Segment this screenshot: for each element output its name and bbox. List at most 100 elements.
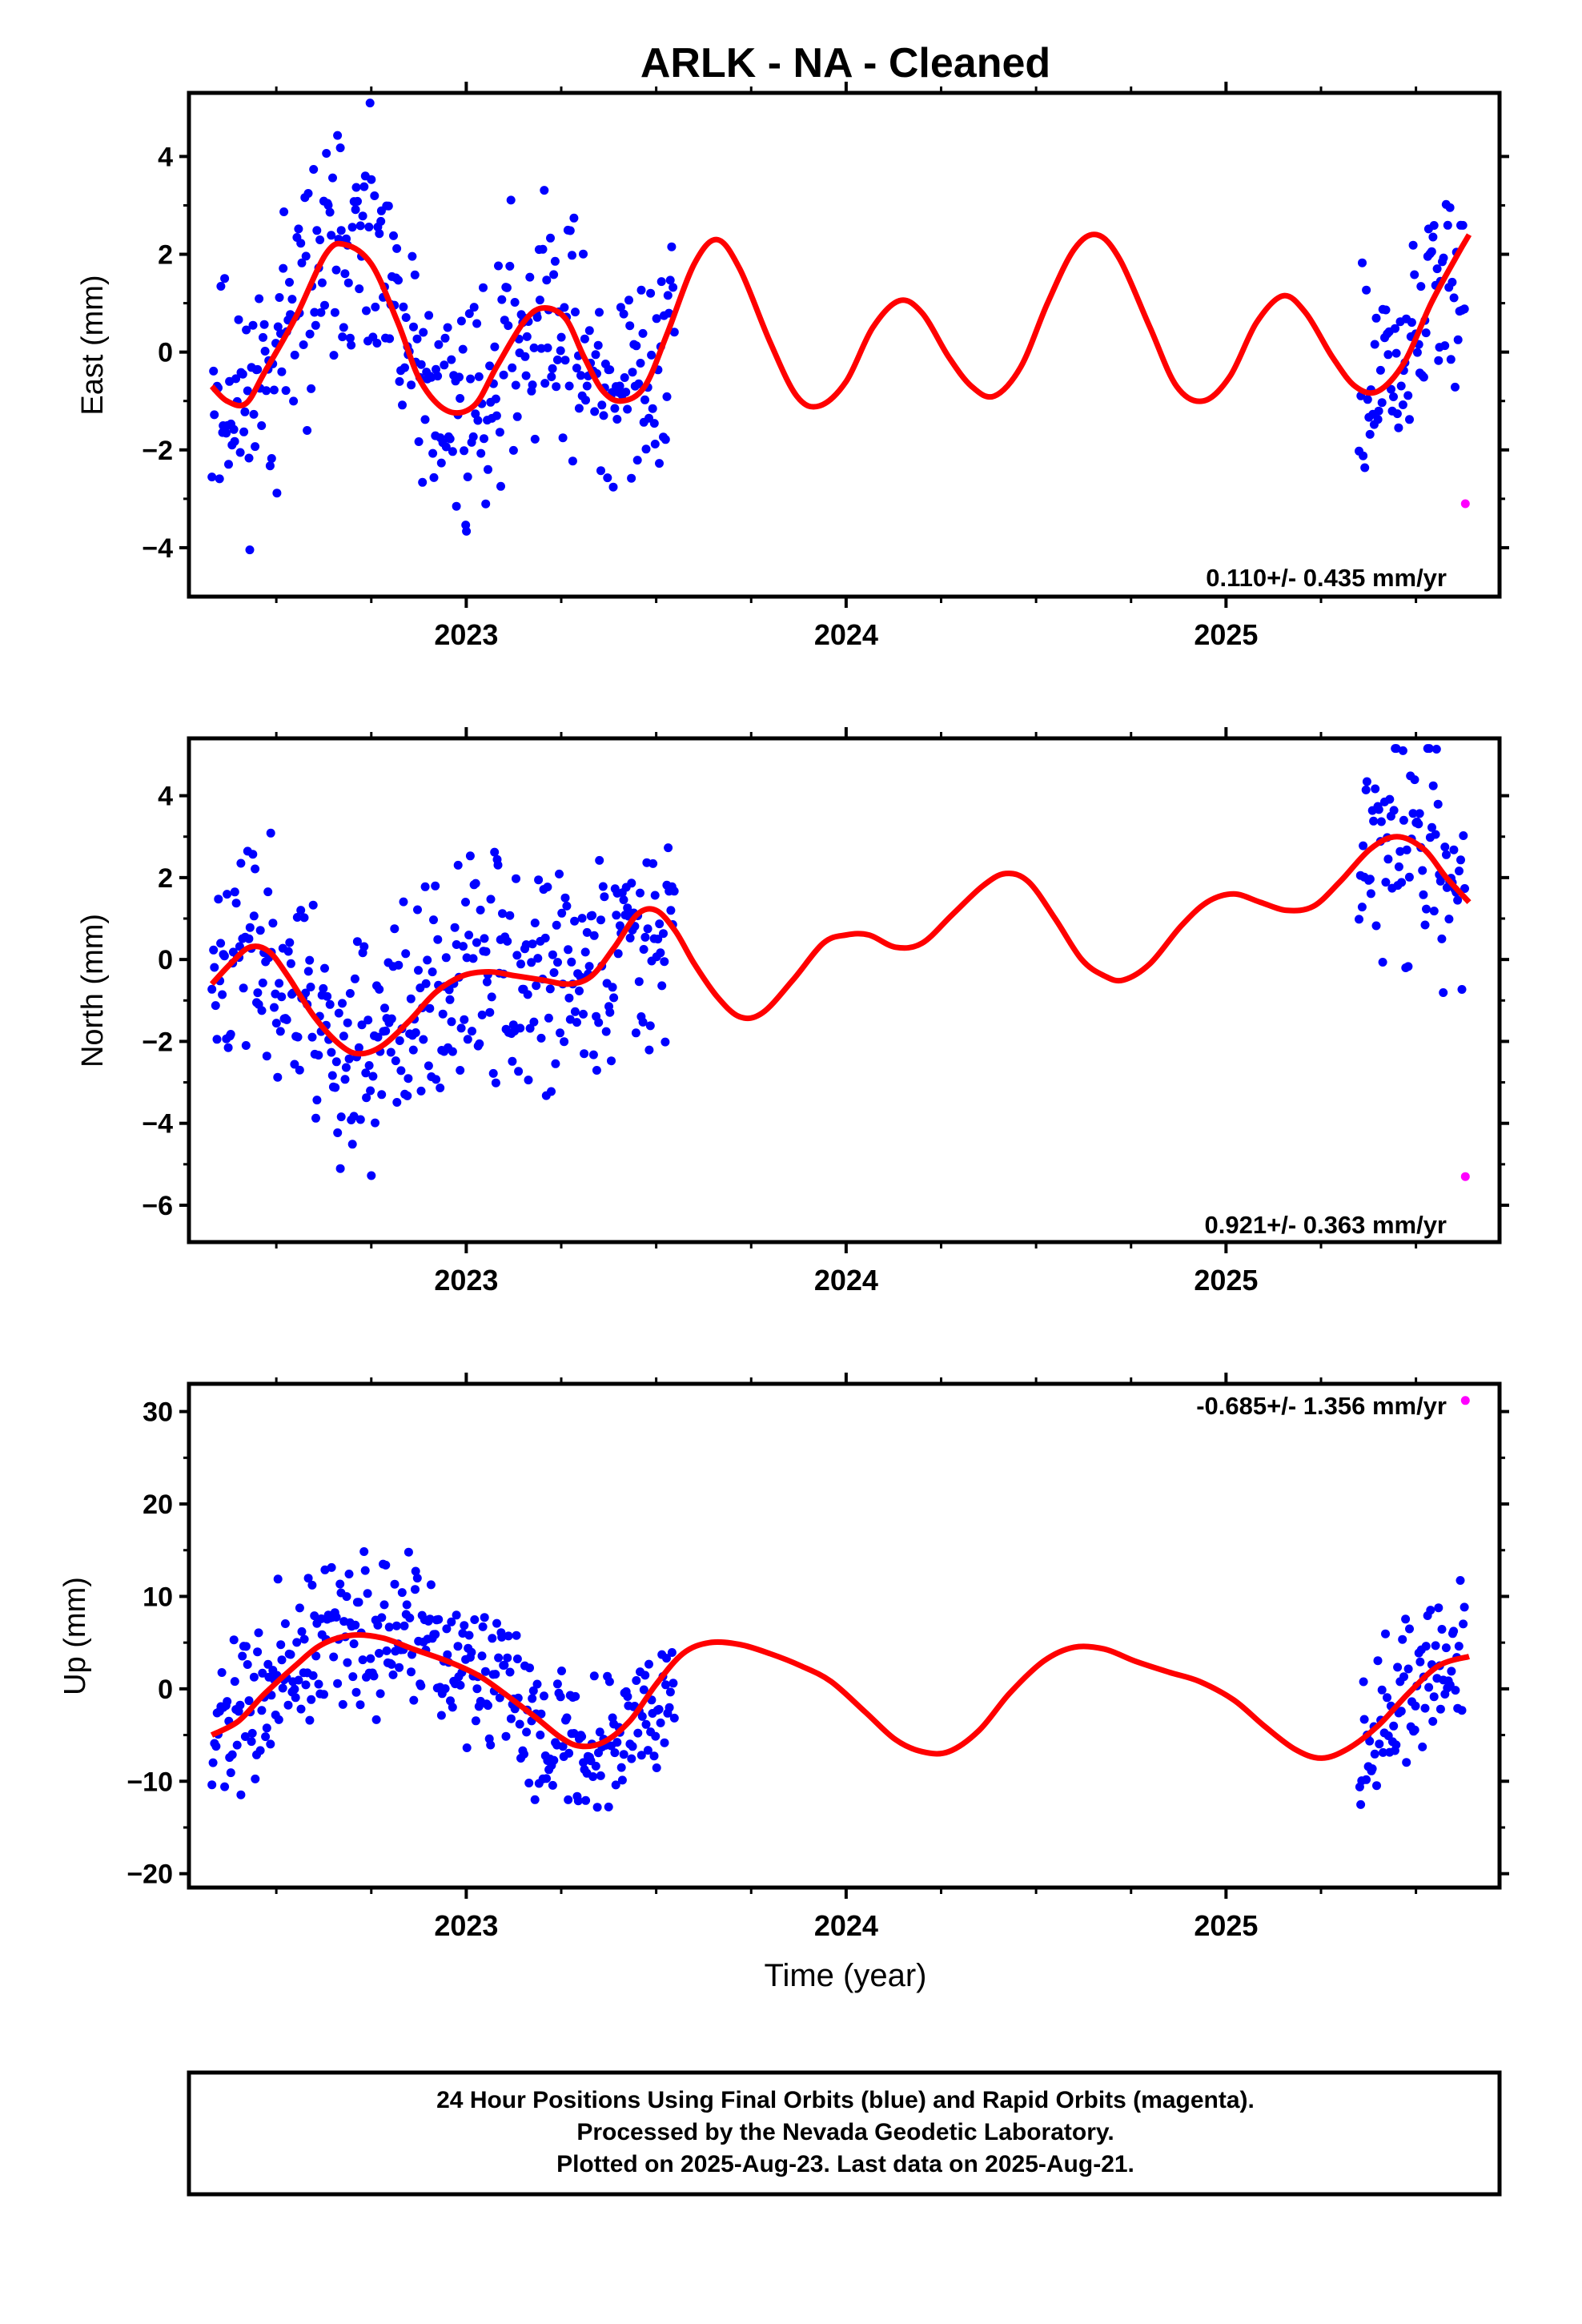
north-final-point xyxy=(530,919,540,927)
up-final-point xyxy=(611,1780,620,1790)
up-final-point xyxy=(632,1676,641,1685)
east-final-point xyxy=(265,461,275,471)
north-final-point xyxy=(293,1032,303,1042)
up-final-point xyxy=(307,1695,316,1704)
east-final-point xyxy=(376,216,386,226)
north-final-point xyxy=(245,923,255,932)
east-final-point xyxy=(1398,400,1407,409)
up-final-point xyxy=(478,1622,488,1631)
north-final-point xyxy=(431,881,440,891)
up-final-point xyxy=(1447,1667,1456,1676)
east-final-point xyxy=(1374,406,1383,416)
north-final-point xyxy=(226,1030,235,1039)
east-final-point xyxy=(279,207,289,216)
up-final-point xyxy=(375,1649,383,1658)
east-final-point xyxy=(409,322,418,332)
up-final-point xyxy=(1429,1692,1439,1702)
north-final-point xyxy=(549,968,559,977)
up-final-point xyxy=(1362,1775,1371,1784)
up-final-point xyxy=(616,1763,626,1772)
north-final-point xyxy=(275,979,284,988)
north-final-point xyxy=(411,1028,420,1037)
east-final-point xyxy=(1440,341,1450,351)
east-final-point xyxy=(568,456,577,466)
east-plot-frame xyxy=(187,90,1502,599)
east-final-point xyxy=(248,320,258,330)
up-final-point xyxy=(524,1779,534,1787)
figure-title: ARLK - NA - Cleaned xyxy=(640,40,1050,86)
east-final-point xyxy=(625,321,635,331)
north-final-point xyxy=(592,1066,601,1075)
east-final-point xyxy=(1370,340,1379,349)
east-final-point xyxy=(322,149,331,158)
north-final-point xyxy=(1366,889,1375,899)
north-rapid-point xyxy=(1460,1172,1470,1181)
north-final-point xyxy=(1456,855,1465,865)
east-final-point xyxy=(345,333,355,343)
north-final-point xyxy=(508,1056,517,1066)
north-final-point xyxy=(218,990,227,999)
north-final-point xyxy=(596,915,605,925)
up-final-point xyxy=(1454,1642,1464,1651)
north-final-point xyxy=(285,938,295,947)
up-final-point xyxy=(230,1677,239,1687)
up-final-point xyxy=(1428,1717,1438,1726)
up-final-point xyxy=(1389,1721,1399,1731)
north-final-point xyxy=(223,890,232,899)
up-final-point xyxy=(484,1701,492,1711)
north-final-point xyxy=(1459,831,1468,840)
east-final-point xyxy=(580,334,589,344)
up-final-point xyxy=(492,1618,501,1628)
north-final-point xyxy=(1404,872,1414,882)
north-ytick-label: 2 xyxy=(158,863,173,894)
north-final-point xyxy=(334,1008,343,1018)
up-final-point xyxy=(1402,1758,1411,1767)
east-final-point xyxy=(272,489,282,498)
up-final-point xyxy=(656,1718,665,1727)
north-final-point xyxy=(404,1074,413,1084)
north-final-point xyxy=(429,915,438,925)
up-final-point xyxy=(257,1706,267,1715)
north-final-point xyxy=(421,979,431,988)
up-final-point xyxy=(416,1681,426,1691)
east-final-point xyxy=(473,416,483,425)
north-final-point xyxy=(556,1028,564,1038)
up-final-point xyxy=(274,1715,283,1724)
up-final-point xyxy=(472,1684,482,1694)
north-final-point xyxy=(595,855,604,865)
east-final-point xyxy=(317,278,327,287)
north-final-point xyxy=(453,860,463,870)
east-final-point xyxy=(330,308,339,317)
north-final-point xyxy=(545,984,555,994)
up-final-point xyxy=(643,1746,652,1755)
east-final-point xyxy=(399,302,408,312)
north-final-point xyxy=(362,1093,371,1103)
east-ytick-label: 0 xyxy=(158,338,173,368)
east-final-point xyxy=(510,298,520,307)
north-final-point xyxy=(1408,809,1418,818)
up-final-point xyxy=(569,1729,579,1738)
north-final-point xyxy=(582,927,592,937)
east-final-point xyxy=(428,448,438,458)
east-final-point xyxy=(1458,220,1468,230)
up-final-point xyxy=(342,1592,351,1602)
north-final-point xyxy=(392,1098,402,1107)
up-ytick-label: 0 xyxy=(158,1675,173,1705)
up-final-point xyxy=(286,1650,295,1659)
north-final-point xyxy=(395,1036,404,1045)
up-final-point xyxy=(211,1742,221,1751)
north-final-point xyxy=(1355,915,1363,924)
east-final-point xyxy=(603,473,612,483)
up-final-point xyxy=(258,1668,267,1678)
east-final-point xyxy=(277,367,287,376)
north-final-point xyxy=(533,954,543,963)
east-final-point xyxy=(663,291,673,300)
east-final-point xyxy=(259,332,267,342)
north-final-point xyxy=(557,908,567,918)
up-final-point xyxy=(402,1600,412,1610)
north-final-point xyxy=(349,1112,359,1121)
east-final-point xyxy=(646,288,656,298)
north-final-point xyxy=(1402,845,1411,854)
north-final-point xyxy=(307,1032,317,1042)
east-final-point xyxy=(456,316,466,326)
